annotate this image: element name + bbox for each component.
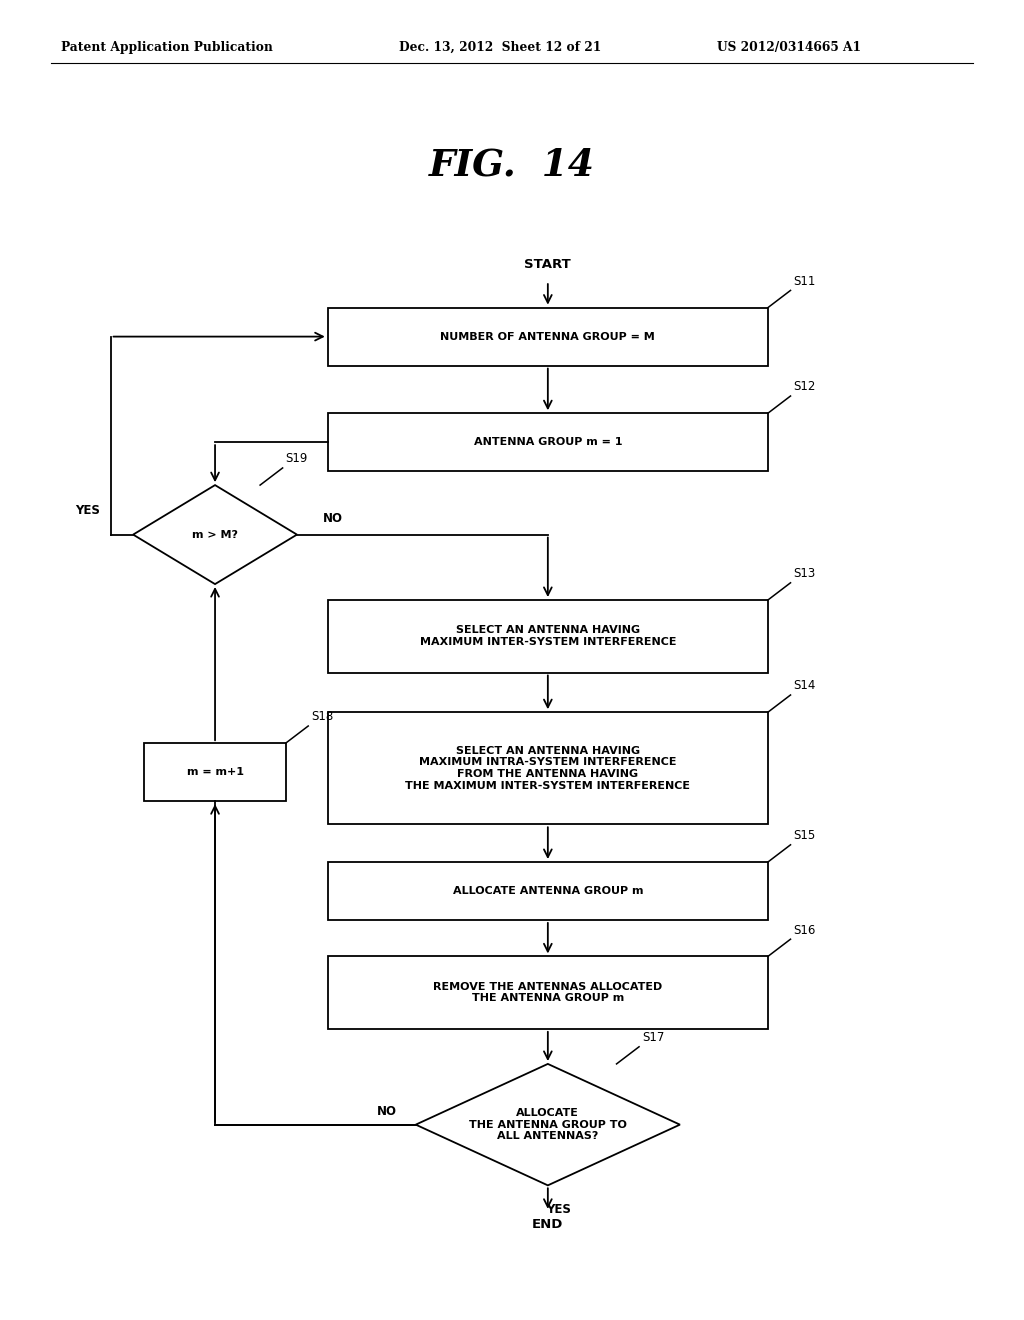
Polygon shape	[133, 486, 297, 583]
Text: m > M?: m > M?	[193, 529, 238, 540]
FancyBboxPatch shape	[328, 308, 768, 366]
Text: START: START	[524, 257, 571, 271]
Text: Patent Application Publication: Patent Application Publication	[61, 41, 273, 54]
Text: US 2012/0314665 A1: US 2012/0314665 A1	[717, 41, 861, 54]
FancyBboxPatch shape	[328, 862, 768, 920]
FancyBboxPatch shape	[328, 713, 768, 824]
Text: END: END	[532, 1218, 563, 1232]
Text: S17: S17	[642, 1031, 665, 1044]
Text: YES: YES	[546, 1203, 570, 1216]
Text: SELECT AN ANTENNA HAVING
MAXIMUM INTRA-SYSTEM INTERFERENCE
FROM THE ANTENNA HAVI: SELECT AN ANTENNA HAVING MAXIMUM INTRA-S…	[406, 746, 690, 791]
Text: ALLOCATE
THE ANTENNA GROUP TO
ALL ANTENNAS?: ALLOCATE THE ANTENNA GROUP TO ALL ANTENN…	[469, 1107, 627, 1142]
Text: S14: S14	[794, 680, 816, 692]
Text: S19: S19	[286, 453, 308, 466]
Text: S12: S12	[794, 380, 816, 393]
Text: S15: S15	[794, 829, 816, 842]
Text: SELECT AN ANTENNA HAVING
MAXIMUM INTER-SYSTEM INTERFERENCE: SELECT AN ANTENNA HAVING MAXIMUM INTER-S…	[420, 626, 676, 647]
Text: m = m+1: m = m+1	[186, 767, 244, 777]
Text: Dec. 13, 2012  Sheet 12 of 21: Dec. 13, 2012 Sheet 12 of 21	[399, 41, 602, 54]
Text: S13: S13	[794, 568, 816, 581]
Text: S16: S16	[794, 924, 816, 937]
Text: ANTENNA GROUP m = 1: ANTENNA GROUP m = 1	[473, 437, 623, 447]
Text: S11: S11	[794, 275, 816, 288]
Text: NO: NO	[377, 1105, 397, 1118]
Text: NO: NO	[323, 512, 343, 525]
Polygon shape	[416, 1064, 680, 1185]
FancyBboxPatch shape	[328, 413, 768, 471]
Text: ALLOCATE ANTENNA GROUP m: ALLOCATE ANTENNA GROUP m	[453, 886, 643, 896]
Text: REMOVE THE ANTENNAS ALLOCATED
THE ANTENNA GROUP m: REMOVE THE ANTENNAS ALLOCATED THE ANTENN…	[433, 982, 663, 1003]
FancyBboxPatch shape	[144, 743, 286, 801]
FancyBboxPatch shape	[328, 956, 768, 1030]
Text: YES: YES	[76, 504, 100, 517]
Text: NUMBER OF ANTENNA GROUP = M: NUMBER OF ANTENNA GROUP = M	[440, 331, 655, 342]
Text: FIG.  14: FIG. 14	[429, 147, 595, 183]
Text: S18: S18	[311, 710, 334, 723]
FancyBboxPatch shape	[328, 599, 768, 672]
